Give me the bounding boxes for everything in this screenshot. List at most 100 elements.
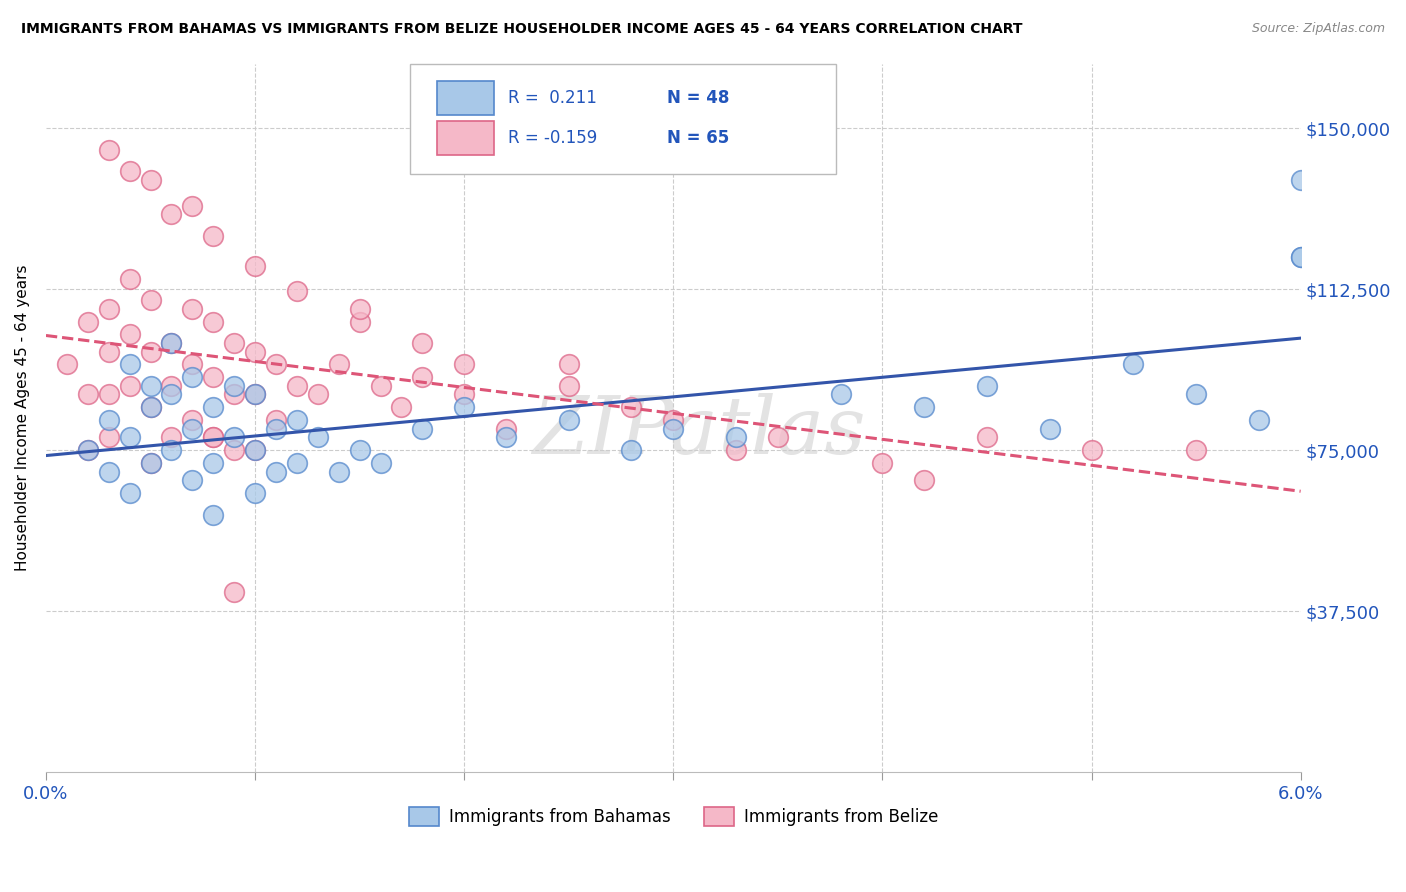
Point <box>160 335 183 350</box>
Point <box>97 387 120 401</box>
Point <box>662 422 685 436</box>
Point <box>558 379 581 393</box>
Point <box>202 228 225 243</box>
Point <box>1289 173 1312 187</box>
Point <box>349 314 371 328</box>
Text: N = 65: N = 65 <box>666 129 730 147</box>
Point <box>1122 358 1144 372</box>
Point <box>118 486 141 500</box>
Point <box>1080 443 1102 458</box>
Point <box>160 379 183 393</box>
Point <box>118 164 141 178</box>
Point <box>76 314 98 328</box>
Point <box>453 401 475 415</box>
Point <box>264 465 287 479</box>
Point <box>139 344 162 359</box>
Point <box>243 443 266 458</box>
Point <box>243 344 266 359</box>
Point <box>1039 422 1062 436</box>
Point <box>453 358 475 372</box>
Point <box>1289 250 1312 264</box>
Point <box>307 430 329 444</box>
Point <box>97 430 120 444</box>
Point <box>264 422 287 436</box>
Point <box>766 430 789 444</box>
Point <box>370 379 392 393</box>
Text: R =  0.211: R = 0.211 <box>508 89 596 107</box>
Point <box>181 422 204 436</box>
Point <box>558 358 581 372</box>
Legend: Immigrants from Bahamas, Immigrants from Belize: Immigrants from Bahamas, Immigrants from… <box>401 798 946 835</box>
Point <box>453 387 475 401</box>
Point <box>202 508 225 522</box>
Point <box>118 379 141 393</box>
Point <box>97 344 120 359</box>
Point <box>76 443 98 458</box>
Point <box>202 430 225 444</box>
Y-axis label: Householder Income Ages 45 - 64 years: Householder Income Ages 45 - 64 years <box>15 265 30 571</box>
Point <box>285 285 308 299</box>
Point <box>558 413 581 427</box>
Point <box>1247 413 1270 427</box>
Point <box>118 358 141 372</box>
Point <box>202 370 225 384</box>
Point <box>118 271 141 285</box>
Point <box>349 443 371 458</box>
Point <box>160 430 183 444</box>
Point <box>285 379 308 393</box>
Text: Source: ZipAtlas.com: Source: ZipAtlas.com <box>1251 22 1385 36</box>
Point <box>76 443 98 458</box>
Point <box>202 456 225 470</box>
Point <box>224 379 246 393</box>
Point <box>118 327 141 342</box>
Point <box>139 173 162 187</box>
Point <box>139 401 162 415</box>
Point <box>181 413 204 427</box>
Point <box>243 443 266 458</box>
Point <box>139 401 162 415</box>
Point <box>243 486 266 500</box>
Point <box>1289 250 1312 264</box>
Point <box>349 301 371 316</box>
Point <box>411 335 433 350</box>
Point <box>307 387 329 401</box>
Point <box>139 293 162 307</box>
Point <box>912 401 935 415</box>
FancyBboxPatch shape <box>437 81 494 115</box>
Point <box>202 430 225 444</box>
Point <box>370 456 392 470</box>
Point <box>224 430 246 444</box>
Point <box>97 301 120 316</box>
Point <box>495 430 517 444</box>
Point <box>224 443 246 458</box>
Point <box>97 143 120 157</box>
Point <box>264 358 287 372</box>
Point <box>620 401 643 415</box>
Point <box>97 465 120 479</box>
Point <box>160 335 183 350</box>
Point <box>872 456 894 470</box>
Point <box>724 430 747 444</box>
Text: ZIPatlas: ZIPatlas <box>531 393 865 471</box>
Point <box>224 387 246 401</box>
Point <box>285 456 308 470</box>
Point <box>724 443 747 458</box>
Point <box>181 370 204 384</box>
Point <box>181 199 204 213</box>
Point <box>139 379 162 393</box>
Point <box>830 387 852 401</box>
Point <box>160 207 183 221</box>
Point <box>243 387 266 401</box>
Point <box>1185 387 1208 401</box>
Point <box>139 456 162 470</box>
Point <box>662 413 685 427</box>
Point <box>243 259 266 273</box>
Text: IMMIGRANTS FROM BAHAMAS VS IMMIGRANTS FROM BELIZE HOUSEHOLDER INCOME AGES 45 - 6: IMMIGRANTS FROM BAHAMAS VS IMMIGRANTS FR… <box>21 22 1022 37</box>
Point <box>328 465 350 479</box>
Text: N = 48: N = 48 <box>666 89 730 107</box>
Point <box>1185 443 1208 458</box>
Point <box>411 422 433 436</box>
Point <box>181 473 204 487</box>
Point <box>224 584 246 599</box>
Point <box>160 443 183 458</box>
